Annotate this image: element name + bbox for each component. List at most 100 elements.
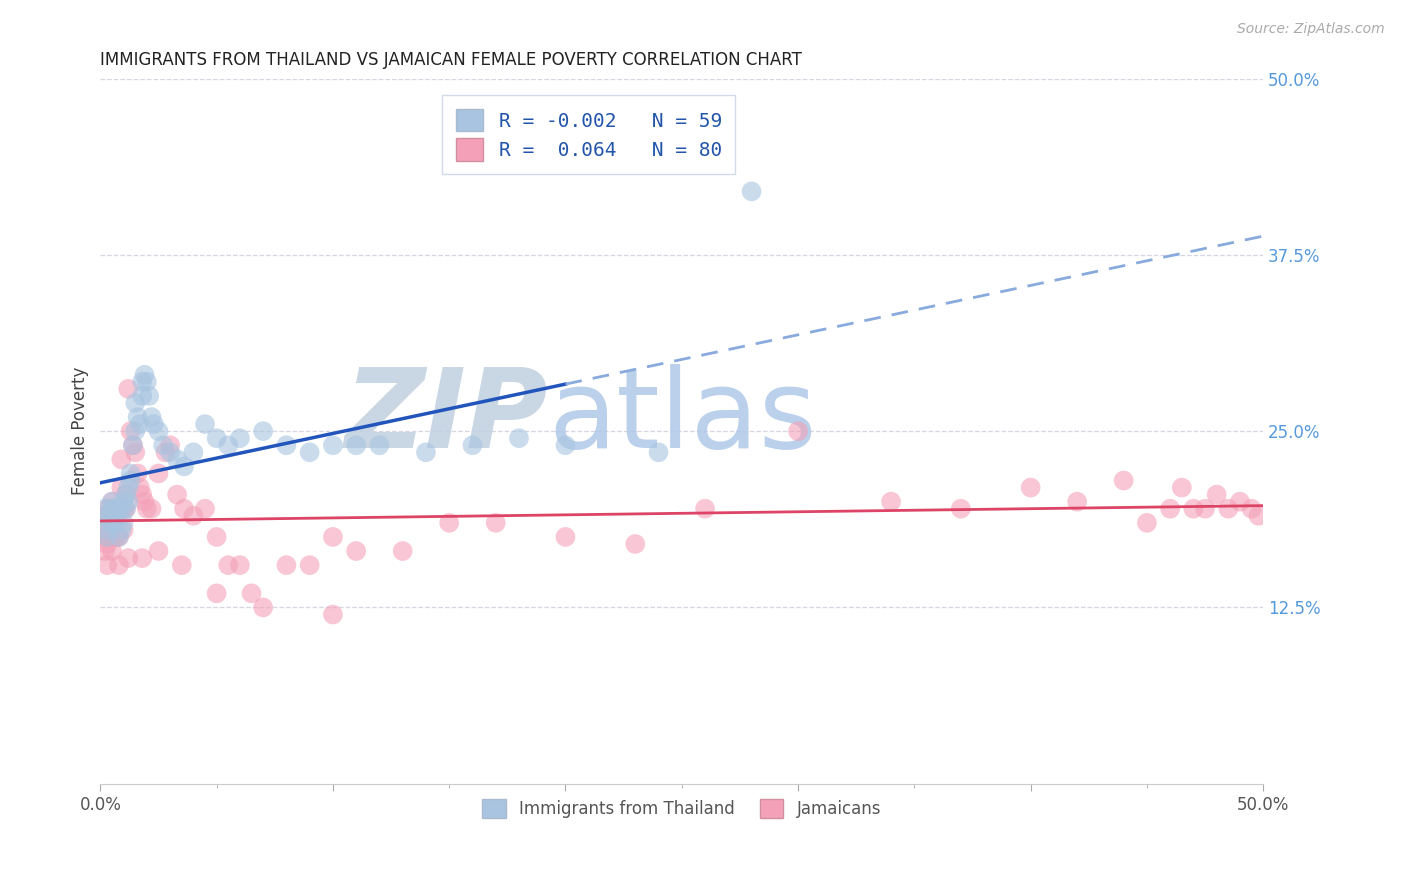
Point: [1136, 516, 1159, 530]
Text: IMMIGRANTS FROM THAILAND VS JAMAICAN FEMALE POVERTY CORRELATION CHART: IMMIGRANTS FROM THAILAND VS JAMAICAN FEM…: [100, 51, 803, 69]
Point: [741, 185, 763, 199]
Point: [173, 501, 195, 516]
Point: [91, 523, 114, 537]
Point: [252, 600, 274, 615]
Point: [229, 431, 252, 445]
Point: [554, 530, 576, 544]
Point: [124, 445, 146, 459]
Point: [127, 467, 149, 481]
Point: [276, 438, 298, 452]
Point: [183, 445, 205, 459]
Point: [949, 501, 972, 516]
Point: [391, 544, 413, 558]
Point: [298, 445, 321, 459]
Point: [112, 523, 135, 537]
Point: [183, 508, 205, 523]
Point: [127, 410, 149, 425]
Point: [110, 452, 132, 467]
Point: [108, 530, 131, 544]
Point: [105, 530, 128, 544]
Point: [94, 530, 117, 544]
Point: [166, 452, 188, 467]
Point: [120, 474, 142, 488]
Point: [131, 488, 153, 502]
Point: [117, 494, 139, 508]
Point: [103, 501, 125, 516]
Point: [155, 445, 177, 459]
Point: [194, 501, 217, 516]
Point: [141, 501, 163, 516]
Point: [298, 558, 321, 573]
Point: [101, 516, 124, 530]
Point: [624, 537, 647, 551]
Point: [96, 558, 118, 573]
Point: [485, 516, 508, 530]
Point: [101, 494, 124, 508]
Point: [205, 530, 228, 544]
Point: [110, 523, 132, 537]
Point: [98, 508, 121, 523]
Point: [103, 530, 125, 544]
Point: [94, 501, 117, 516]
Point: [117, 481, 139, 495]
Point: [96, 501, 118, 516]
Point: [148, 544, 170, 558]
Text: ZIP: ZIP: [344, 364, 548, 471]
Point: [108, 501, 131, 516]
Point: [103, 501, 125, 516]
Point: [94, 544, 117, 558]
Point: [117, 382, 139, 396]
Point: [461, 438, 484, 452]
Point: [98, 530, 121, 544]
Text: Source: ZipAtlas.com: Source: ZipAtlas.com: [1237, 22, 1385, 37]
Point: [148, 467, 170, 481]
Point: [159, 445, 181, 459]
Point: [1205, 488, 1227, 502]
Point: [1171, 481, 1194, 495]
Point: [134, 494, 156, 508]
Point: [101, 494, 124, 508]
Point: [91, 508, 114, 523]
Point: [141, 410, 163, 425]
Point: [115, 501, 138, 516]
Point: [166, 488, 188, 502]
Point: [1159, 501, 1181, 516]
Point: [229, 558, 252, 573]
Point: [240, 586, 263, 600]
Point: [115, 501, 138, 516]
Point: [135, 501, 157, 516]
Point: [322, 530, 344, 544]
Point: [217, 438, 239, 452]
Point: [415, 445, 437, 459]
Point: [96, 523, 118, 537]
Point: [131, 389, 153, 403]
Point: [1218, 501, 1240, 516]
Point: [344, 544, 367, 558]
Point: [98, 508, 121, 523]
Point: [194, 417, 217, 431]
Point: [108, 558, 131, 573]
Point: [96, 537, 118, 551]
Point: [142, 417, 165, 431]
Point: [134, 368, 156, 382]
Point: [647, 445, 669, 459]
Point: [159, 438, 181, 452]
Point: [120, 424, 142, 438]
Point: [101, 501, 124, 516]
Point: [110, 501, 132, 516]
Point: [1112, 474, 1135, 488]
Point: [173, 459, 195, 474]
Point: [1229, 494, 1251, 508]
Point: [128, 417, 150, 431]
Point: [128, 481, 150, 495]
Point: [112, 516, 135, 530]
Point: [98, 516, 121, 530]
Legend: Immigrants from Thailand, Jamaicans: Immigrants from Thailand, Jamaicans: [475, 792, 887, 825]
Point: [124, 396, 146, 410]
Point: [437, 516, 460, 530]
Text: atlas: atlas: [548, 364, 817, 471]
Point: [131, 375, 153, 389]
Point: [880, 494, 903, 508]
Point: [105, 508, 128, 523]
Point: [105, 516, 128, 530]
